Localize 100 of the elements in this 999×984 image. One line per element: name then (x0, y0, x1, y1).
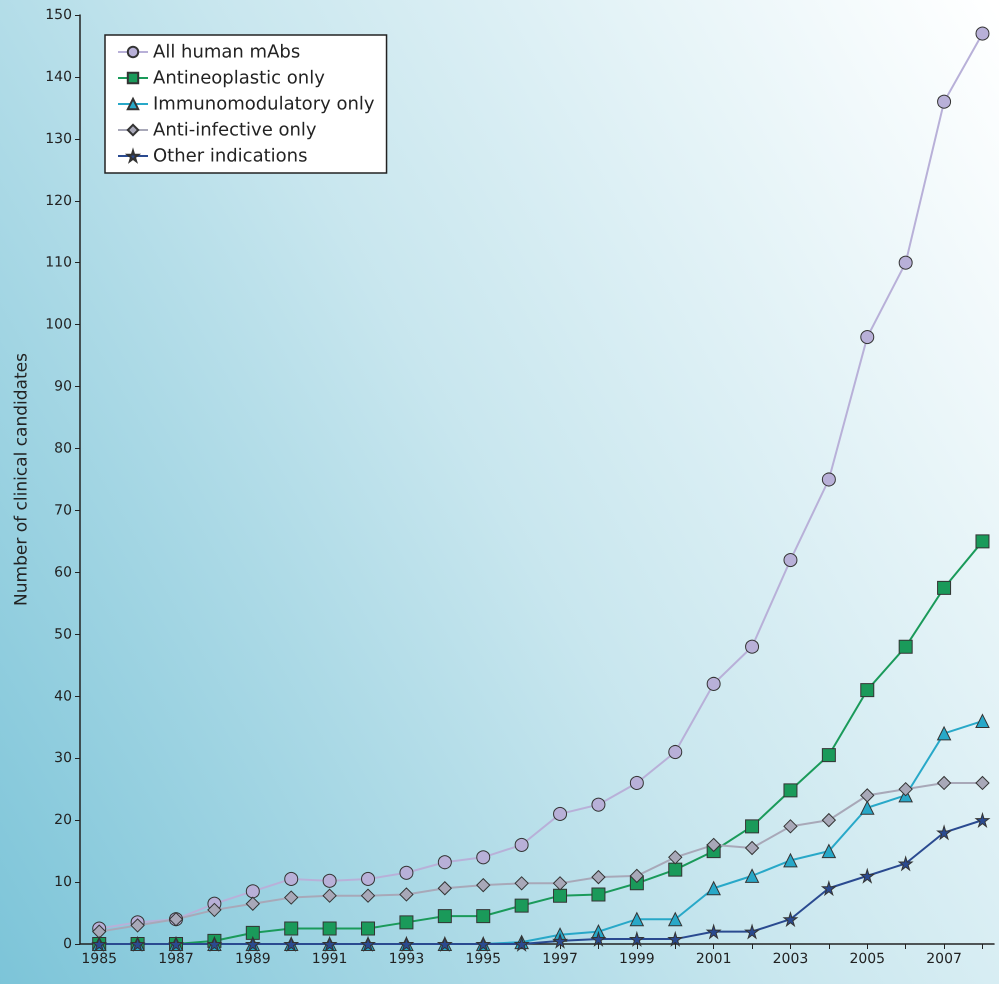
point (783, 819, 798, 834)
point (668, 932, 682, 946)
point (975, 26, 990, 41)
point (630, 868, 644, 883)
x-tick-label: 1991 (312, 951, 348, 967)
point (783, 553, 798, 568)
point (514, 876, 529, 890)
point (630, 912, 644, 926)
point (822, 844, 836, 858)
point (130, 918, 145, 932)
point (476, 850, 490, 864)
y-tick-label: 90 (54, 378, 72, 395)
point (553, 806, 568, 821)
legend-label: Anti-infective only (153, 120, 317, 140)
point (706, 838, 721, 852)
y-tick-label: 140 (45, 68, 72, 85)
point (937, 94, 952, 109)
point (706, 924, 721, 939)
y-tick-label: 0 (63, 936, 72, 952)
point (399, 887, 414, 902)
x-tick-label: 1993 (388, 951, 424, 967)
point (553, 934, 568, 948)
point (898, 256, 913, 270)
point (553, 888, 568, 903)
point (322, 888, 337, 903)
point (860, 330, 874, 344)
point (322, 922, 337, 936)
x-tick-label: 1987 (158, 951, 194, 967)
x-tick-label: 1985 (81, 951, 118, 967)
point (476, 878, 490, 892)
point (438, 855, 452, 870)
legend-label: All human mAbs (153, 42, 300, 62)
y-tick-label: 150 (45, 7, 72, 23)
point (476, 909, 490, 924)
point (745, 868, 760, 883)
point (591, 932, 606, 946)
y-tick-label: 100 (45, 316, 72, 333)
x-tick-label: 2005 (849, 951, 886, 967)
point (745, 640, 760, 654)
y-axis-title: Number of clinical candidates (12, 352, 32, 606)
point (361, 872, 376, 886)
point (898, 640, 913, 654)
point (783, 853, 798, 868)
point (591, 887, 606, 902)
legend-label: Other indications (153, 146, 308, 166)
point (937, 776, 952, 790)
point (438, 881, 452, 896)
point (514, 838, 529, 852)
point (783, 912, 798, 926)
point (822, 813, 836, 828)
point (284, 890, 298, 905)
y-tick-label: 20 (54, 812, 72, 828)
point (591, 798, 606, 812)
point (399, 866, 414, 880)
x-tick-label: 1997 (542, 951, 578, 967)
point (937, 826, 952, 840)
y-tick-label: 60 (54, 564, 72, 580)
y-tick-label: 30 (54, 750, 72, 766)
point (668, 745, 682, 760)
point (246, 896, 260, 911)
point (860, 683, 874, 698)
x-tick-label: 2003 (772, 951, 808, 967)
y-tick-label: 50 (54, 626, 72, 642)
x-tick-label: 2001 (696, 951, 732, 967)
point (630, 776, 644, 790)
legend-label: Immunomodulatory only (153, 94, 375, 114)
y-tick-label: 10 (54, 874, 72, 890)
point (937, 580, 952, 595)
point (706, 676, 721, 691)
point (860, 788, 874, 802)
point (322, 874, 337, 888)
point (361, 888, 376, 903)
y-tick-label: 70 (54, 502, 72, 518)
y-tick-label: 110 (45, 254, 72, 271)
point (399, 915, 414, 930)
y-tick-label: 120 (45, 192, 72, 209)
point (246, 926, 260, 940)
y-tick-label: 40 (54, 688, 72, 704)
point (745, 819, 760, 834)
point (668, 912, 682, 926)
x-tick-label: 1989 (234, 951, 271, 967)
point (822, 881, 836, 896)
x-tick-label: 1995 (465, 951, 502, 967)
point (975, 534, 990, 548)
legend-label: Antineoplastic only (153, 68, 326, 88)
x-tick-label: 1999 (619, 951, 655, 967)
point (898, 856, 913, 870)
point (591, 870, 606, 884)
point (975, 813, 990, 828)
point (937, 726, 952, 740)
point (783, 783, 798, 798)
point (361, 922, 376, 936)
x-tick-label: 2007 (926, 951, 962, 967)
point (745, 841, 760, 856)
point (284, 872, 298, 886)
point (898, 782, 913, 796)
point (207, 902, 222, 917)
point (284, 922, 298, 936)
point (514, 898, 529, 913)
point (975, 776, 990, 790)
